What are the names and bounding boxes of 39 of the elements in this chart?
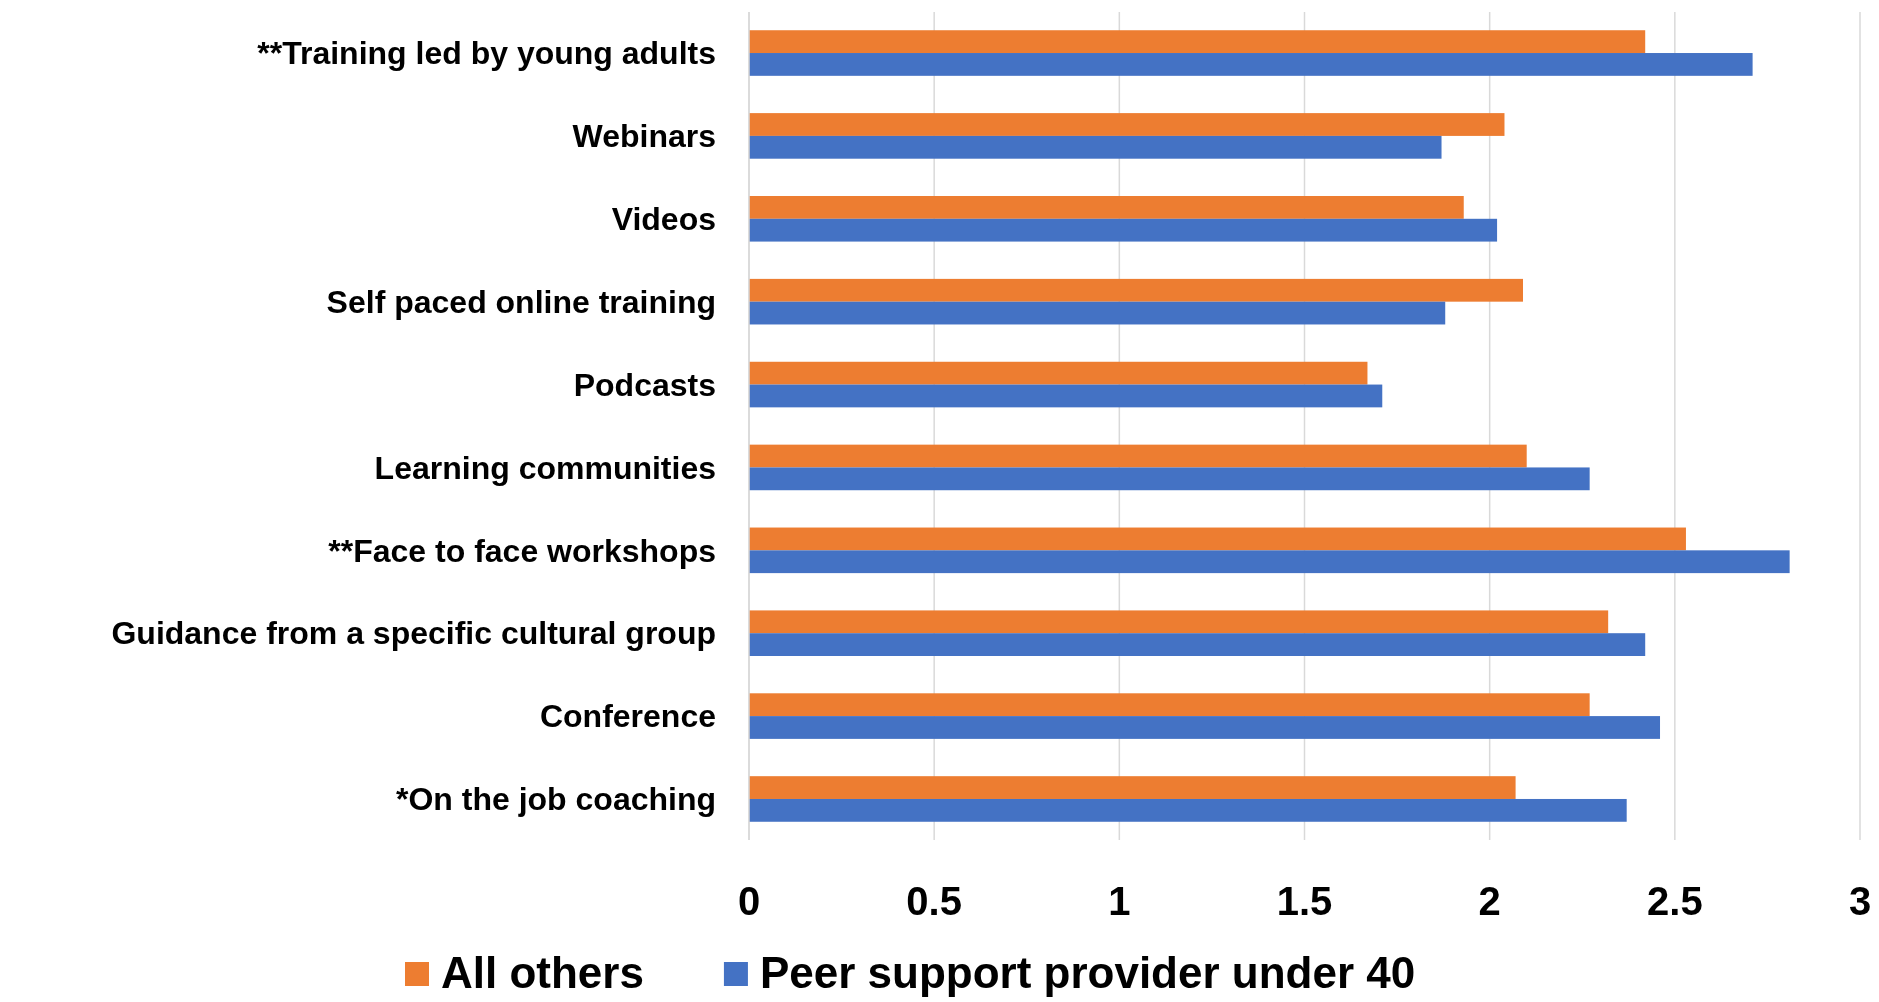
bar — [749, 113, 1505, 136]
bar — [749, 384, 1383, 408]
y-tick-label: Webinars — [572, 118, 716, 155]
bar — [749, 467, 1590, 491]
x-tick-label: 1.5 — [1276, 879, 1333, 923]
y-tick-label: Podcasts — [573, 366, 716, 403]
x-tick-label: 0.5 — [906, 879, 962, 923]
bar — [749, 693, 1590, 717]
bar — [749, 301, 1446, 325]
x-tick-label: 2.5 — [1647, 879, 1703, 923]
bar — [749, 135, 1442, 159]
bar — [749, 550, 1790, 574]
x-tick-label: 1 — [1108, 879, 1131, 923]
legend-label: Peer support provider under 40 — [759, 948, 1416, 997]
bar — [749, 776, 1516, 799]
y-tick-label: **Training led by young adults — [257, 35, 716, 72]
bar — [749, 798, 1627, 822]
legend-label: All others — [441, 948, 644, 997]
bar — [749, 527, 1686, 551]
bar — [749, 53, 1753, 76]
bar — [749, 218, 1498, 242]
y-tick-label: Videos — [611, 200, 716, 237]
y-tick-label: Guidance from a specific cultural group — [111, 615, 716, 652]
y-tick-label: Self paced online training — [326, 283, 716, 320]
bar — [749, 196, 1464, 219]
bar — [749, 633, 1646, 656]
y-tick-label: **Face to face workshops — [328, 532, 716, 569]
bar — [749, 278, 1523, 302]
bar — [749, 610, 1609, 634]
x-tick-label: 3 — [1848, 879, 1872, 923]
y-tick-label: *On the job coaching — [395, 781, 716, 818]
bar — [749, 716, 1661, 739]
x-tick-label: 2 — [1478, 879, 1501, 923]
bar — [749, 444, 1527, 468]
y-tick-label: Learning communities — [374, 449, 716, 486]
y-tick-label: Conference — [539, 698, 716, 735]
x-tick-label: 0 — [737, 879, 761, 923]
bar — [749, 361, 1368, 385]
bar — [749, 30, 1646, 54]
